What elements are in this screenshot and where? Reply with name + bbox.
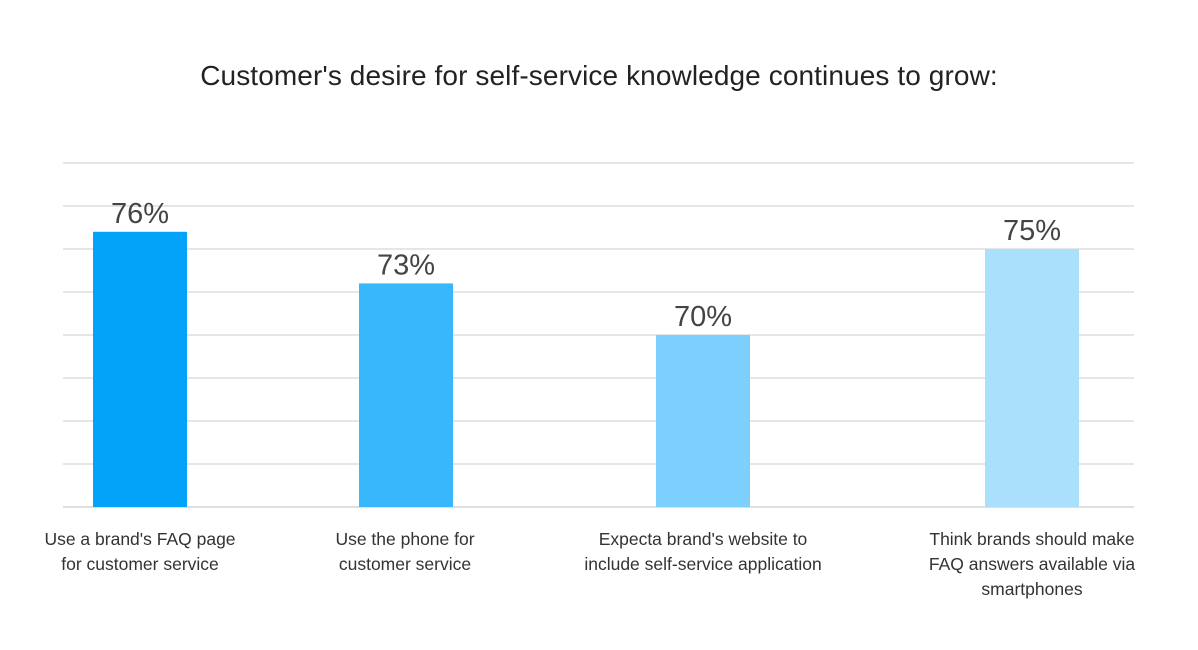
bar [359,283,453,507]
bar [985,249,1079,507]
bar-value-label: 75% [1003,215,1061,247]
category-label: Use the phone for customer service [335,529,475,574]
category-label: Think brands should make FAQ answers ava… [928,529,1136,599]
category-label: Use a brand's FAQ page for customer serv… [44,529,236,574]
bar-value-label: 76% [111,198,169,230]
bar-value-label: 73% [377,249,435,281]
chart-title: Customer's desire for self-service knowl… [200,60,998,91]
category-label: Expecta brand's website to include self-… [584,529,822,574]
bar-value-label: 70% [674,301,732,333]
bar [93,231,187,508]
bar [656,335,750,507]
